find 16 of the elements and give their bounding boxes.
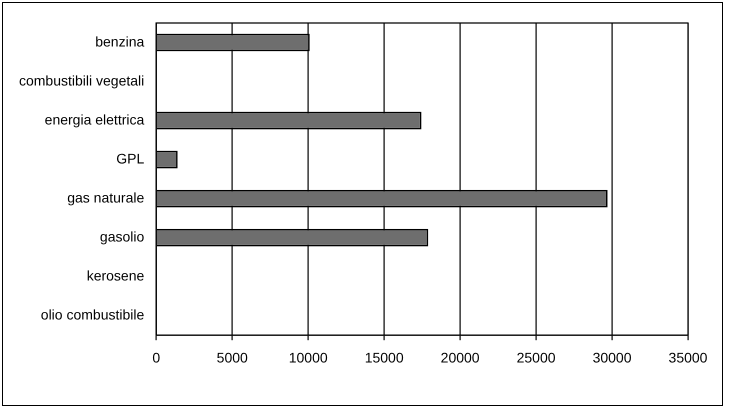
x-tick-label: 25000 [516,349,556,366]
x-tick-label: 10000 [288,349,328,366]
y-tick-label: GPL [116,150,144,166]
y-tick-label: combustibili vegetali [18,72,144,88]
y-tick-label: gasolio [100,228,144,244]
y-tick-label: energia elettrica [44,111,144,128]
y-tick-label: gas naturale [67,189,144,206]
y-tick-label: olio combustibile [40,306,144,323]
x-tick-label: 15000 [364,349,404,366]
x-tick-label: 35000 [668,349,708,366]
y-tick-label: kerosene [86,268,144,284]
x-tick-label: 30000 [592,349,632,366]
x-tick-label: 5000 [216,349,248,366]
x-tick-label: 0 [152,349,160,366]
y-tick-label: benzina [95,33,144,50]
x-tick-label: 20000 [440,349,480,366]
